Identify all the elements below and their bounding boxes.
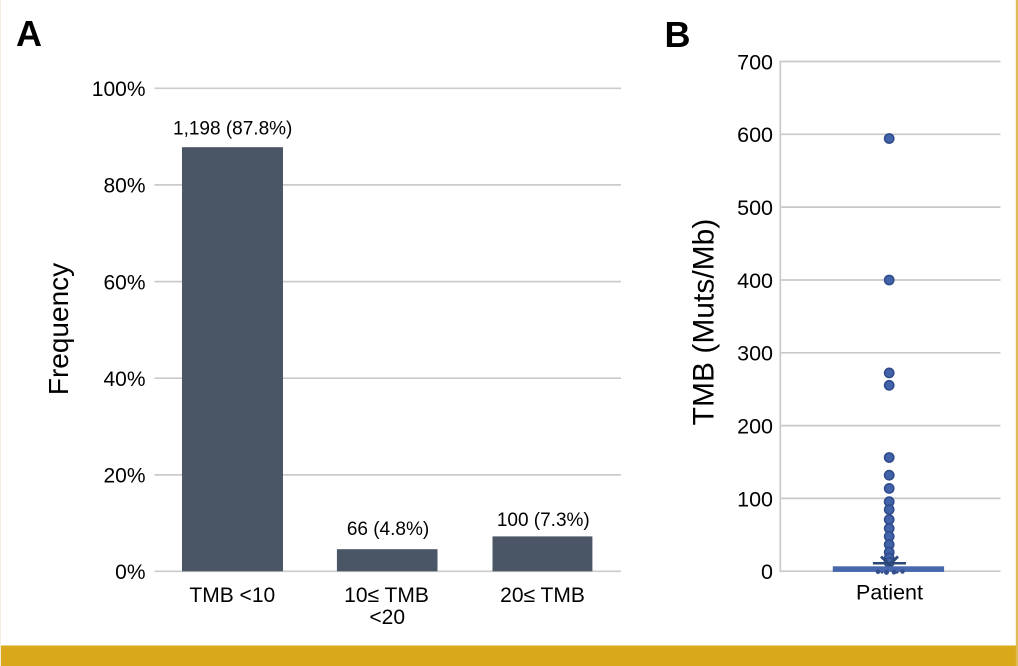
- svg-text:Patient: Patient: [856, 581, 923, 605]
- svg-text:700: 700: [737, 50, 773, 74]
- svg-text:100 (7.3%): 100 (7.3%): [497, 510, 590, 531]
- svg-text:400: 400: [737, 269, 773, 293]
- svg-text:100: 100: [737, 487, 773, 511]
- svg-text:A: A: [16, 13, 42, 54]
- svg-text:Frequency: Frequency: [43, 263, 74, 395]
- svg-text:0%: 0%: [115, 561, 145, 584]
- svg-text:TMB (Muts/Mb): TMB (Muts/Mb): [688, 219, 721, 426]
- svg-text:100%: 100%: [92, 78, 146, 101]
- svg-text:200: 200: [737, 415, 773, 439]
- svg-text:<20: <20: [369, 606, 405, 629]
- svg-text:B: B: [665, 14, 691, 55]
- svg-text:TMB <10: TMB <10: [189, 584, 275, 607]
- svg-text:66 (4.8%): 66 (4.8%): [347, 519, 429, 540]
- svg-text:80%: 80%: [103, 175, 145, 198]
- svg-text:0: 0: [761, 560, 773, 584]
- svg-text:500: 500: [737, 196, 773, 220]
- svg-text:1,198 (87.8%): 1,198 (87.8%): [173, 119, 292, 140]
- svg-text:20%: 20%: [103, 465, 145, 488]
- svg-text:10≤ TMB: 10≤ TMB: [344, 584, 429, 607]
- svg-text:40%: 40%: [103, 368, 145, 391]
- svg-text:60%: 60%: [103, 271, 145, 294]
- svg-text:20≤ TMB: 20≤ TMB: [500, 584, 585, 607]
- svg-text:300: 300: [737, 342, 773, 366]
- svg-text:600: 600: [737, 123, 773, 147]
